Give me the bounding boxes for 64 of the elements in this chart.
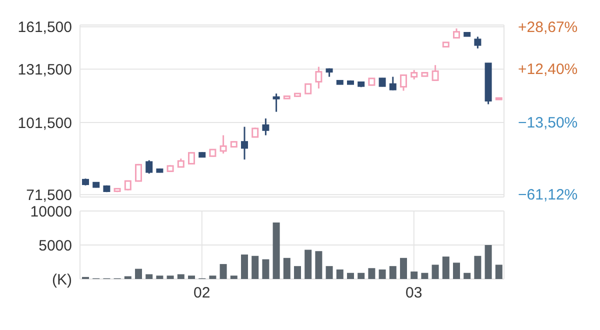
bar bbox=[156, 276, 164, 279]
bar bbox=[389, 266, 396, 279]
bar bbox=[474, 256, 482, 279]
bar bbox=[432, 264, 439, 279]
candlestick bbox=[272, 92, 280, 113]
bar bbox=[177, 274, 184, 279]
candlestick bbox=[410, 69, 418, 80]
candlestick bbox=[389, 76, 396, 91]
text: −61,12% bbox=[518, 186, 578, 204]
candlestick bbox=[432, 64, 439, 82]
bar bbox=[294, 266, 301, 279]
bar bbox=[464, 272, 471, 279]
candlestick bbox=[188, 152, 195, 164]
bar bbox=[410, 272, 418, 279]
bar bbox=[315, 251, 322, 279]
bar bbox=[230, 276, 238, 279]
bar bbox=[124, 276, 132, 279]
candlestick bbox=[453, 28, 460, 39]
bar bbox=[188, 276, 195, 279]
bar bbox=[209, 276, 216, 279]
text: +28,67% bbox=[518, 18, 578, 36]
bar bbox=[368, 268, 376, 279]
y-tick-label: 161,500 bbox=[18, 19, 72, 36]
bar bbox=[400, 258, 407, 279]
bar bbox=[146, 274, 153, 279]
y-tick-label: 101,500 bbox=[18, 114, 72, 132]
text: +12,40% bbox=[518, 61, 578, 78]
candlestick bbox=[315, 66, 322, 90]
bar bbox=[347, 272, 354, 279]
bar bbox=[135, 268, 142, 279]
bar bbox=[272, 222, 280, 279]
candlestick bbox=[304, 82, 312, 95]
bar bbox=[421, 272, 428, 279]
bar bbox=[220, 264, 227, 279]
x-tick-label: 03 bbox=[406, 284, 422, 302]
x-tick-label: 02 bbox=[194, 284, 210, 302]
bar bbox=[336, 269, 344, 279]
bar bbox=[326, 266, 333, 279]
candlestick bbox=[252, 126, 259, 138]
bar bbox=[484, 245, 492, 279]
bar bbox=[252, 256, 259, 279]
bar bbox=[495, 264, 502, 279]
bar bbox=[241, 254, 248, 279]
bar bbox=[262, 259, 270, 279]
candlestick bbox=[220, 134, 227, 154]
y-tick-label: 71,500 bbox=[26, 187, 72, 204]
y-tick-label: 5000 bbox=[38, 237, 72, 254]
bar bbox=[378, 269, 386, 279]
candlestick bbox=[146, 160, 153, 174]
bar bbox=[453, 262, 460, 279]
text: −13,50% bbox=[518, 114, 578, 132]
y-tick-label: 10000 bbox=[30, 203, 72, 220]
candlestick bbox=[241, 126, 248, 160]
bar bbox=[166, 276, 174, 279]
candlestick bbox=[262, 118, 270, 136]
candlestick bbox=[474, 36, 482, 50]
y-tick-label: 131,500 bbox=[18, 61, 72, 78]
bar bbox=[283, 258, 290, 279]
y-tick-label: (K) bbox=[52, 271, 72, 288]
candlestick bbox=[400, 74, 407, 92]
bar bbox=[442, 256, 450, 279]
bar bbox=[304, 250, 312, 279]
bar bbox=[358, 272, 365, 279]
candlestick bbox=[135, 163, 142, 182]
